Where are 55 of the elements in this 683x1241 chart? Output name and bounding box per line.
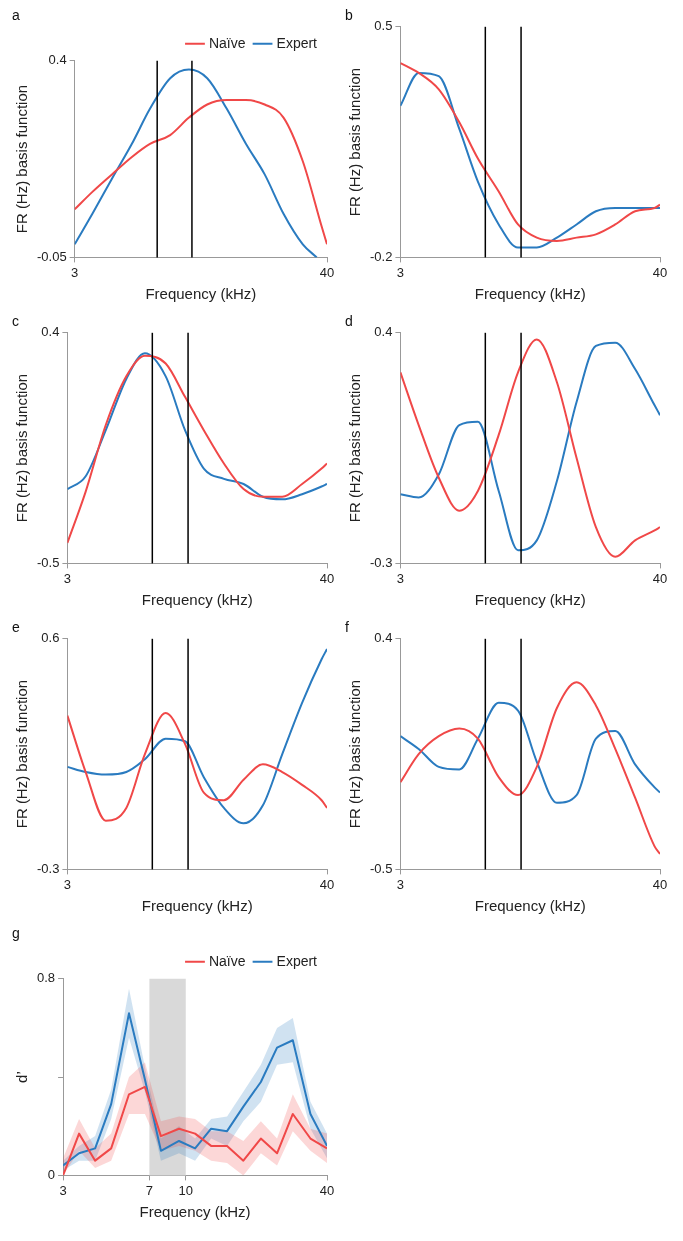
- legend-label: Expert: [276, 34, 318, 51]
- chart-title: d: [345, 313, 353, 330]
- x-tick-label: 40: [652, 570, 668, 586]
- x-tick-label: 40: [652, 876, 668, 892]
- x-tick-label: 40: [319, 264, 335, 280]
- x-tick-label: 3: [396, 876, 405, 892]
- chart-title: c: [12, 313, 19, 330]
- x-tick-label: 40: [319, 876, 335, 892]
- y-axis-title: FR (Hz) basis function: [346, 373, 364, 523]
- y-tick-label: 0.4: [48, 52, 67, 68]
- x-tick-label: 40: [319, 570, 335, 586]
- y-axis-title: FR (Hz) basis function: [346, 67, 364, 217]
- legend-label: Naïve: [208, 34, 246, 51]
- y-tick-label: -0.05: [36, 248, 67, 264]
- y-tick-label: -0.3: [36, 860, 60, 876]
- x-axis-title: Frequency (kHz): [139, 1203, 251, 1221]
- x-tick-label: 10: [178, 1182, 193, 1198]
- y-tick-label: 0.6: [41, 630, 60, 646]
- y-axis-title: FR (Hz) basis function: [13, 84, 31, 234]
- x-tick-label: 3: [63, 876, 72, 892]
- x-tick-label: 40: [652, 264, 668, 280]
- y-tick-label: -0.2: [369, 248, 393, 264]
- x-tick-label: 3: [71, 264, 79, 280]
- chart-title: b: [345, 7, 353, 24]
- x-axis-title: Frequency (kHz): [474, 285, 586, 303]
- y-axis-title: d’: [13, 1071, 31, 1083]
- x-tick-label: 40: [319, 1182, 335, 1198]
- x-tick-label: 3: [396, 264, 405, 280]
- x-axis-title: Frequency (kHz): [141, 591, 253, 609]
- chart-title: e: [12, 619, 20, 636]
- y-tick-label: 0.4: [41, 324, 60, 340]
- chart-title: f: [345, 619, 349, 636]
- legend-label: Expert: [276, 952, 318, 969]
- x-tick-label: 7: [145, 1182, 154, 1198]
- x-axis-title: Frequency (kHz): [474, 897, 586, 915]
- x-tick-label: 3: [59, 1182, 67, 1198]
- y-tick-label: 0.8: [36, 970, 56, 986]
- y-axis-title: FR (Hz) basis function: [13, 373, 31, 523]
- x-tick-label: 3: [63, 570, 72, 586]
- x-tick-label: 3: [396, 570, 405, 586]
- x-axis-title: Frequency (kHz): [474, 591, 586, 609]
- y-tick-label: -0.3: [369, 554, 393, 570]
- y-tick-label: 0.5: [374, 18, 393, 34]
- y-axis-title: FR (Hz) basis function: [13, 679, 31, 829]
- x-axis-title: Frequency (kHz): [145, 285, 257, 303]
- x-axis-title: Frequency (kHz): [141, 897, 253, 915]
- chart-title: g: [12, 925, 20, 942]
- y-tick-label: -0.5: [369, 860, 393, 876]
- y-tick-label: -0.5: [36, 554, 60, 570]
- chart-title: a: [12, 7, 20, 24]
- y-tick-label: 0.4: [374, 324, 393, 340]
- y-tick-label: 0.4: [374, 630, 393, 646]
- legend-label: Naïve: [208, 952, 246, 969]
- y-axis-title: FR (Hz) basis function: [346, 679, 364, 829]
- y-tick-label: 0: [47, 1166, 56, 1182]
